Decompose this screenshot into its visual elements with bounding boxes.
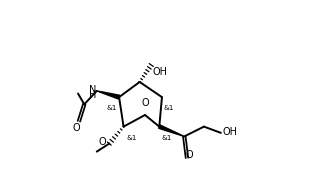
Text: H: H <box>89 90 96 100</box>
Text: OH: OH <box>152 67 167 77</box>
Text: &1: &1 <box>126 135 137 141</box>
Text: &1: &1 <box>106 105 117 111</box>
Text: OH: OH <box>223 127 238 137</box>
Text: O: O <box>73 123 81 133</box>
Text: O: O <box>98 137 106 147</box>
Text: O: O <box>141 98 149 108</box>
Polygon shape <box>97 91 120 99</box>
Text: N: N <box>89 85 96 95</box>
Text: &1: &1 <box>161 135 171 141</box>
Text: O: O <box>185 150 193 160</box>
Polygon shape <box>159 125 184 136</box>
Text: &1: &1 <box>164 105 174 111</box>
